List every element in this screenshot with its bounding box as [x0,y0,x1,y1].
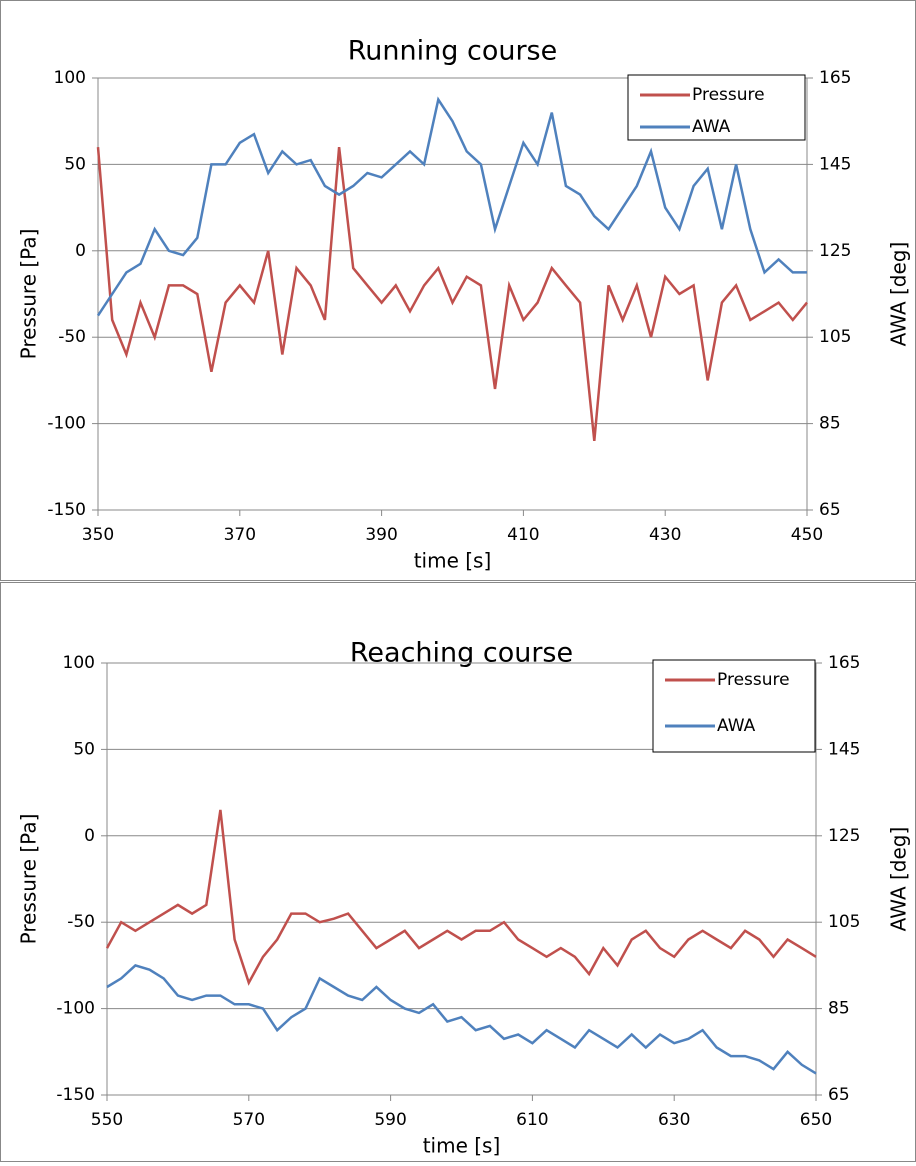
chart-title: Reaching course [350,638,573,669]
x-tick-label: 550 [91,1110,123,1130]
y-tick-label: -50 [58,327,86,347]
y2-tick-label: 125 [828,826,860,846]
y-tick-label: 100 [54,68,86,88]
y-tick-label: -150 [47,500,86,520]
x-tick-label: 610 [516,1110,548,1130]
y2-tick-label: 165 [819,68,851,88]
y2-tick-label: 105 [828,912,860,932]
series-line [106,963,817,1075]
y2-tick-label: 85 [819,414,841,434]
x-tick-label: 650 [800,1110,832,1130]
series-line [96,146,808,442]
series-line [105,809,817,986]
y2-tick-label: 105 [819,327,851,347]
legend-label: Pressure [717,670,790,690]
x-tick-label: 630 [658,1110,690,1130]
y-tick-label: 0 [84,826,95,846]
x-tick-label: 390 [365,525,397,545]
chart-title: Running course [348,36,557,67]
y-tick-label: -100 [47,414,86,434]
legend-label: AWA [717,716,756,736]
y2-tick-label: 165 [828,653,860,673]
x-tick-label: 350 [82,525,114,545]
y2-axis-label: AWA [deg] [887,242,911,347]
y-tick-label: 50 [73,739,95,759]
y-tick-label: 100 [63,653,95,673]
y2-axis-label: AWA [deg] [887,827,911,932]
y2-tick-label: 65 [819,500,841,520]
x-tick-label: 430 [649,525,681,545]
x-tick-label: 590 [374,1110,406,1130]
legend-label: AWA [692,117,731,137]
x-axis-label: time [s] [423,1134,501,1158]
y-tick-label: 0 [75,241,86,261]
x-tick-label: 450 [791,525,823,545]
series-line [96,96,807,317]
y-tick-label: 50 [64,154,86,174]
y-axis-label: Pressure [Pa] [17,814,41,945]
y2-tick-label: 85 [828,999,850,1019]
x-axis-label: time [s] [414,549,492,573]
x-tick-label: 570 [233,1110,265,1130]
y-tick-label: -50 [67,912,95,932]
y-tick-label: -100 [56,999,95,1019]
legend-box [627,74,806,141]
y2-tick-label: 65 [828,1085,850,1105]
x-tick-label: 410 [507,525,539,545]
legend-box [652,659,816,753]
y-axis-label: Pressure [Pa] [17,229,41,360]
y2-tick-label: 145 [828,739,860,759]
y-tick-label: -150 [56,1085,95,1105]
x-tick-label: 370 [224,525,256,545]
legend-label: Pressure [692,85,765,105]
y2-tick-label: 125 [819,241,851,261]
y2-tick-label: 145 [819,154,851,174]
